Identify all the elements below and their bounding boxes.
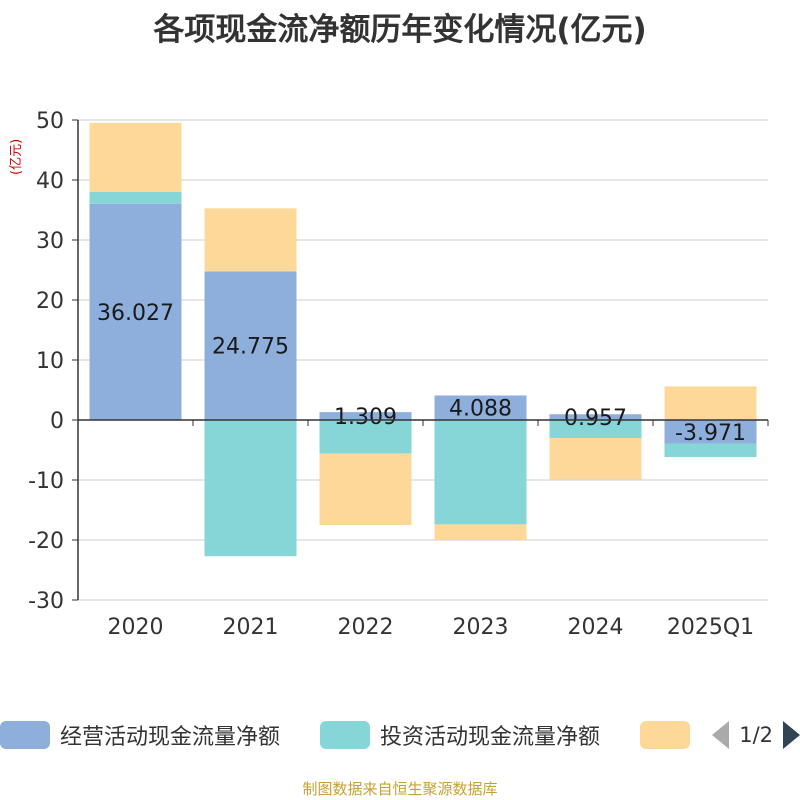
x-tick-label: 2022 (338, 615, 394, 640)
y-tick-label: -10 (28, 469, 64, 494)
bar-operating-2023 (434, 395, 527, 420)
x-tick-label: 2024 (568, 615, 624, 640)
pager-text: 1/2 (739, 723, 773, 747)
x-tick-label: 2020 (108, 615, 164, 640)
chart: 50 40 30 20 10 0 -10 -20 -30 2020 2021 2022 2023 2024… (28, 109, 769, 640)
y-tick-label: 30 (36, 229, 64, 254)
data-label-operating: 24.775 (212, 335, 289, 360)
y-tick-label: 40 (36, 169, 64, 194)
legend-item-investing[interactable]: 投资活动现金流量净额 (320, 720, 600, 750)
bar-financing-2020 (89, 122, 182, 192)
x-tick-label: 2023 (453, 615, 509, 640)
legend-swatch-operating (0, 721, 50, 749)
data-label-operating: 4.088 (449, 397, 512, 422)
bar-financing-2024 (549, 438, 642, 480)
bar-operating-2024 (549, 414, 642, 420)
y-tick-label: -30 (28, 589, 64, 614)
bar-investing-2020 (89, 191, 182, 204)
legend-pager: 1/2 (712, 720, 800, 750)
bar-financing-2021 (204, 208, 297, 272)
legend-item-financing[interactable] (640, 720, 700, 750)
bar-investing-2021 (204, 420, 297, 557)
bar-financing-2025Q1 (664, 386, 757, 420)
data-label-operating: 1.309 (334, 405, 397, 430)
data-label-operating: 0.957 (564, 406, 627, 431)
pager-prev-icon[interactable] (712, 721, 730, 749)
legend-swatch-financing (640, 721, 690, 749)
data-label-operating: -3.971 (675, 421, 746, 446)
y-tick-label: 10 (36, 349, 64, 374)
legend-label-operating: 经营活动现金流量净额 (60, 725, 281, 750)
chart-title: 各项现金流净额历年变化情况(亿元) (153, 12, 647, 48)
bar-financing-2023 (434, 524, 527, 540)
legend: 经营活动现金流量净额 投资活动现金流量净额 1/2 (0, 716, 800, 756)
bar-operating-2020 (89, 203, 182, 420)
y-tick-label: 0 (50, 409, 64, 434)
legend-item-operating[interactable]: 经营活动现金流量净额 (0, 720, 280, 750)
bar-operating-2022 (319, 412, 412, 420)
source-note: 制图数据来自恒生聚源数据库 (302, 780, 498, 798)
x-tick-label: 2025Q1 (667, 615, 754, 640)
bar-financing-2022 (319, 453, 412, 525)
bar-investing-2024 (549, 420, 642, 438)
y-tick-label: 50 (36, 109, 64, 134)
bar-investing-2022 (319, 420, 412, 454)
data-label-operating: 36.027 (97, 301, 174, 326)
bar-investing-2025Q1 (664, 443, 757, 458)
y-tick-label: -20 (28, 529, 64, 554)
bar-operating-2021 (204, 271, 297, 420)
bar-investing-2023 (434, 420, 527, 525)
pager-next-icon[interactable] (783, 721, 800, 749)
legend-swatch-investing (320, 721, 370, 749)
x-tick-label: 2021 (223, 615, 279, 640)
y-tick-label: 20 (36, 289, 64, 314)
legend-label-investing: 投资活动现金流量净额 (380, 725, 601, 750)
bar-operating-2025Q1 (664, 420, 757, 444)
